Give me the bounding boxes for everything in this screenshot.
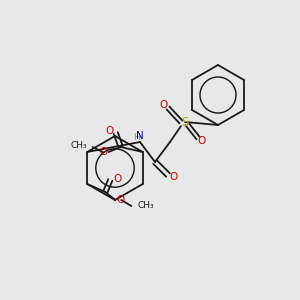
Text: O: O xyxy=(100,147,108,157)
Text: O: O xyxy=(106,126,114,136)
Text: CH₃: CH₃ xyxy=(70,140,87,149)
Text: N: N xyxy=(136,131,144,141)
Text: O: O xyxy=(169,172,177,182)
Text: O: O xyxy=(116,195,124,205)
Text: O: O xyxy=(198,136,206,146)
Text: CH₃: CH₃ xyxy=(137,202,154,211)
Text: O: O xyxy=(160,100,168,110)
Text: O: O xyxy=(113,174,122,184)
Text: H: H xyxy=(133,134,140,142)
Text: S: S xyxy=(181,116,189,128)
